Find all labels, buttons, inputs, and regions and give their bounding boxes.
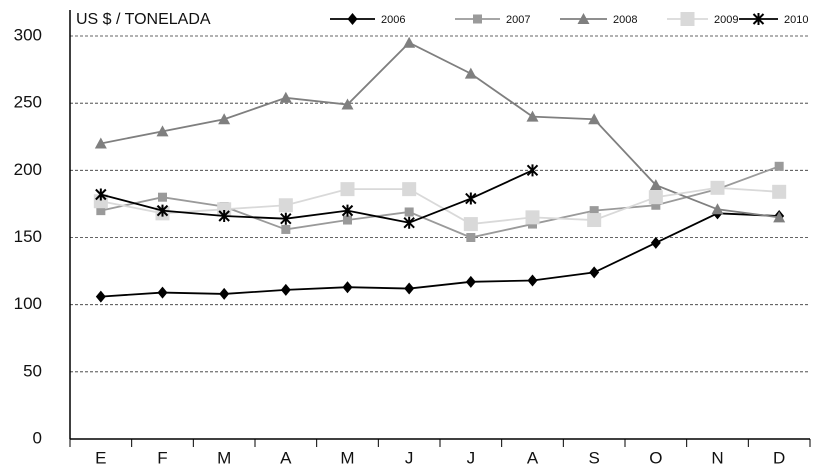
marker (156, 125, 169, 137)
marker (648, 190, 663, 205)
x-tick-label: A (280, 448, 292, 467)
x-tick-label: F (157, 448, 167, 467)
marker (465, 275, 476, 288)
marker (772, 184, 787, 199)
x-tick-label: M (340, 448, 354, 467)
marker (280, 212, 292, 225)
marker (773, 211, 786, 223)
legend-label: 2006 (381, 14, 405, 26)
legend-label: 2009 (714, 14, 738, 26)
marker (589, 206, 599, 216)
marker (465, 192, 477, 205)
marker (95, 188, 107, 201)
marker (158, 192, 167, 202)
marker (402, 182, 417, 197)
y-tick-label: 300 (14, 25, 42, 44)
x-tick-label: D (773, 448, 785, 467)
marker (680, 12, 695, 26)
marker (156, 204, 169, 217)
x-tick-label: J (467, 448, 476, 467)
x-tick-label: O (649, 448, 662, 467)
marker (95, 290, 106, 303)
series-line (100, 165, 780, 239)
marker (404, 282, 415, 295)
marker (588, 113, 601, 125)
marker (280, 283, 291, 296)
marker (340, 182, 355, 197)
marker (473, 14, 482, 24)
legend-label: 2008 (613, 14, 637, 26)
marker (466, 233, 476, 242)
marker (463, 217, 478, 232)
marker (577, 13, 590, 24)
series-line (100, 41, 780, 219)
marker (710, 180, 725, 195)
marker (219, 287, 230, 300)
y-axis-label: US $ / TONELADA (76, 11, 211, 28)
x-tick-label: M (217, 448, 231, 467)
series-line (100, 186, 780, 225)
y-tick-label: 0 (33, 428, 42, 447)
marker (347, 13, 358, 25)
marker (525, 210, 540, 225)
marker (587, 213, 602, 228)
marker (650, 236, 661, 249)
marker (341, 204, 354, 217)
marker (403, 36, 416, 48)
marker (96, 206, 106, 216)
marker (526, 110, 539, 122)
marker (278, 198, 293, 213)
legend-label: 2007 (506, 14, 530, 26)
marker (774, 161, 784, 171)
marker (157, 286, 168, 299)
marker (403, 216, 415, 229)
marker (651, 200, 661, 210)
marker (218, 113, 231, 125)
marker (343, 215, 352, 225)
y-tick-label: 200 (14, 160, 42, 179)
x-tick-label: S (588, 448, 599, 467)
marker (94, 137, 107, 149)
marker (279, 91, 292, 103)
x-tick-label: N (711, 448, 723, 467)
marker (342, 281, 353, 294)
marker (589, 266, 600, 279)
marker (464, 67, 477, 79)
x-tick-label: A (527, 448, 539, 467)
series-line (100, 169, 533, 224)
y-tick-label: 50 (23, 361, 42, 380)
marker (526, 164, 539, 177)
marker (281, 224, 291, 234)
series-line (100, 212, 780, 298)
y-tick-label: 100 (14, 294, 42, 313)
x-tick-label: E (95, 448, 106, 467)
y-tick-label: 150 (14, 227, 42, 246)
legend-label: 2010 (784, 14, 808, 26)
x-tick-label: J (405, 448, 414, 467)
marker (218, 210, 230, 223)
marker (341, 98, 354, 110)
marker (527, 274, 538, 287)
marker (752, 13, 765, 25)
marker (711, 203, 724, 215)
marker (404, 207, 414, 217)
y-tick-label: 250 (14, 93, 42, 112)
marker (649, 179, 662, 191)
